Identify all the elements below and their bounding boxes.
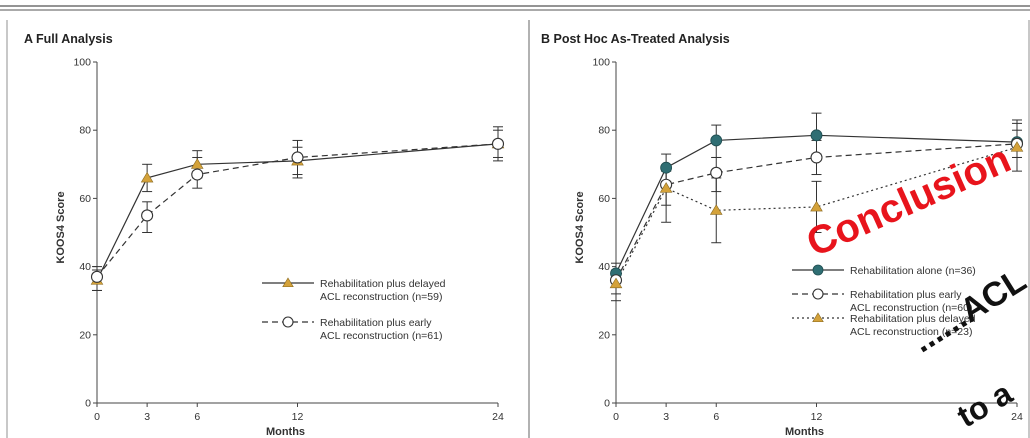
p0-legend-marker-0: [282, 277, 294, 288]
p1-series-2-point: [1010, 141, 1024, 152]
p1-y-tick-label: 100: [592, 57, 610, 69]
p1-y-tick-label: 60: [598, 193, 610, 205]
p0-x-tick-label: 0: [94, 411, 100, 423]
p0-title: A Full Analysis: [24, 32, 113, 46]
p1-legend-label-1-line2: ACL reconstruction (n=60): [850, 302, 972, 314]
p1-series-2-point: [659, 182, 673, 193]
p0-y-tick-label: 60: [79, 193, 91, 205]
overlay-conclusion-text: Conclusion: [800, 137, 1017, 266]
p1-series-0-point: [660, 161, 673, 174]
p0-y-axis-label: KOOS4 Score: [55, 191, 67, 263]
p1-x-tick-label: 3: [663, 411, 669, 423]
overlay-to-a-text: to a: [951, 375, 1018, 435]
p1-series-2-point: [609, 277, 623, 289]
p0-legend-label-1-line2: ACL reconstruction (n=61): [320, 330, 442, 342]
p1-legend-label-2-line2: ACL reconstruction (n=23): [850, 326, 972, 338]
p1-x-tick-label: 12: [811, 411, 823, 423]
p1-x-axis-label: Months: [785, 426, 824, 438]
p0-x-tick-label: 6: [194, 411, 200, 423]
p1-series-1-line: [615, 143, 1018, 281]
p1-y-tick-label: 0: [604, 398, 610, 410]
p0-series-0-point: [190, 158, 204, 169]
p0-y-tick-label: 20: [79, 329, 91, 341]
p0-x-tick-label: 24: [492, 411, 504, 423]
p0-y-tick-label: 80: [79, 125, 91, 137]
p1-series-2-point: [810, 200, 823, 212]
p1-legend-label-0: Rehabilitation alone (n=36): [850, 265, 976, 277]
p1-legend-marker-2: [812, 312, 824, 323]
p0-legend-label-0: Rehabilitation plus delayed: [320, 278, 446, 290]
p1-series-1-point: [810, 151, 823, 164]
p1-series-2-point: [709, 204, 723, 215]
p1-y-axis-label: KOOS4 Score: [574, 191, 586, 263]
p1-x-tick-label: 0: [613, 411, 619, 423]
p0-y-tick-label: 40: [79, 261, 91, 273]
p0-legend-label-0-line2: ACL reconstruction (n=59): [320, 291, 442, 303]
p1-legend-label-2: Rehabilitation plus delayed: [850, 313, 976, 325]
panel-b-as-treated-analysis: B Post Hoc As-Treated Analysis0204060801…: [541, 32, 1024, 438]
p0-series-1-point: [90, 270, 104, 283]
p1-series-1-point: [710, 166, 723, 179]
p0-y-tick-label: 100: [73, 57, 91, 69]
p1-y-tick-label: 20: [598, 329, 610, 341]
p0-series-1-point: [491, 137, 505, 150]
p1-series-0-point: [710, 134, 723, 147]
p1-legend-marker-0: [812, 264, 824, 276]
p1-legend-label-1: Rehabilitation plus early: [850, 289, 962, 301]
p1-x-tick-label: 6: [713, 411, 719, 423]
p0-y-tick-label: 0: [85, 398, 91, 410]
p0-series-0-point: [140, 171, 154, 183]
p0-legend-label-1: Rehabilitation plus early: [320, 317, 432, 329]
p0-series-1-point: [141, 209, 154, 222]
p1-legend-marker-1: [812, 288, 824, 300]
p1-y-tick-label: 40: [598, 261, 610, 273]
p0-x-tick-label: 12: [292, 411, 304, 423]
p1-series-2-line: [615, 146, 1018, 284]
p1-title: B Post Hoc As-Treated Analysis: [541, 32, 730, 46]
p0-legend-marker-1: [282, 316, 294, 328]
panel-a-full-analysis: A Full Analysis 0 20 40 60 80 100 0 3 6 12 24 Months…: [24, 32, 505, 438]
p1-y-tick-label: 80: [598, 125, 610, 137]
p0-x-tick-label: 3: [144, 411, 150, 423]
p0-x-axis-label: Months: [266, 426, 305, 438]
p1-x-tick-label: 24: [1011, 411, 1023, 423]
p0-series-1-point: [191, 168, 204, 181]
p1-series-0-point: [810, 129, 823, 142]
p0-series-1-point: [291, 151, 304, 164]
